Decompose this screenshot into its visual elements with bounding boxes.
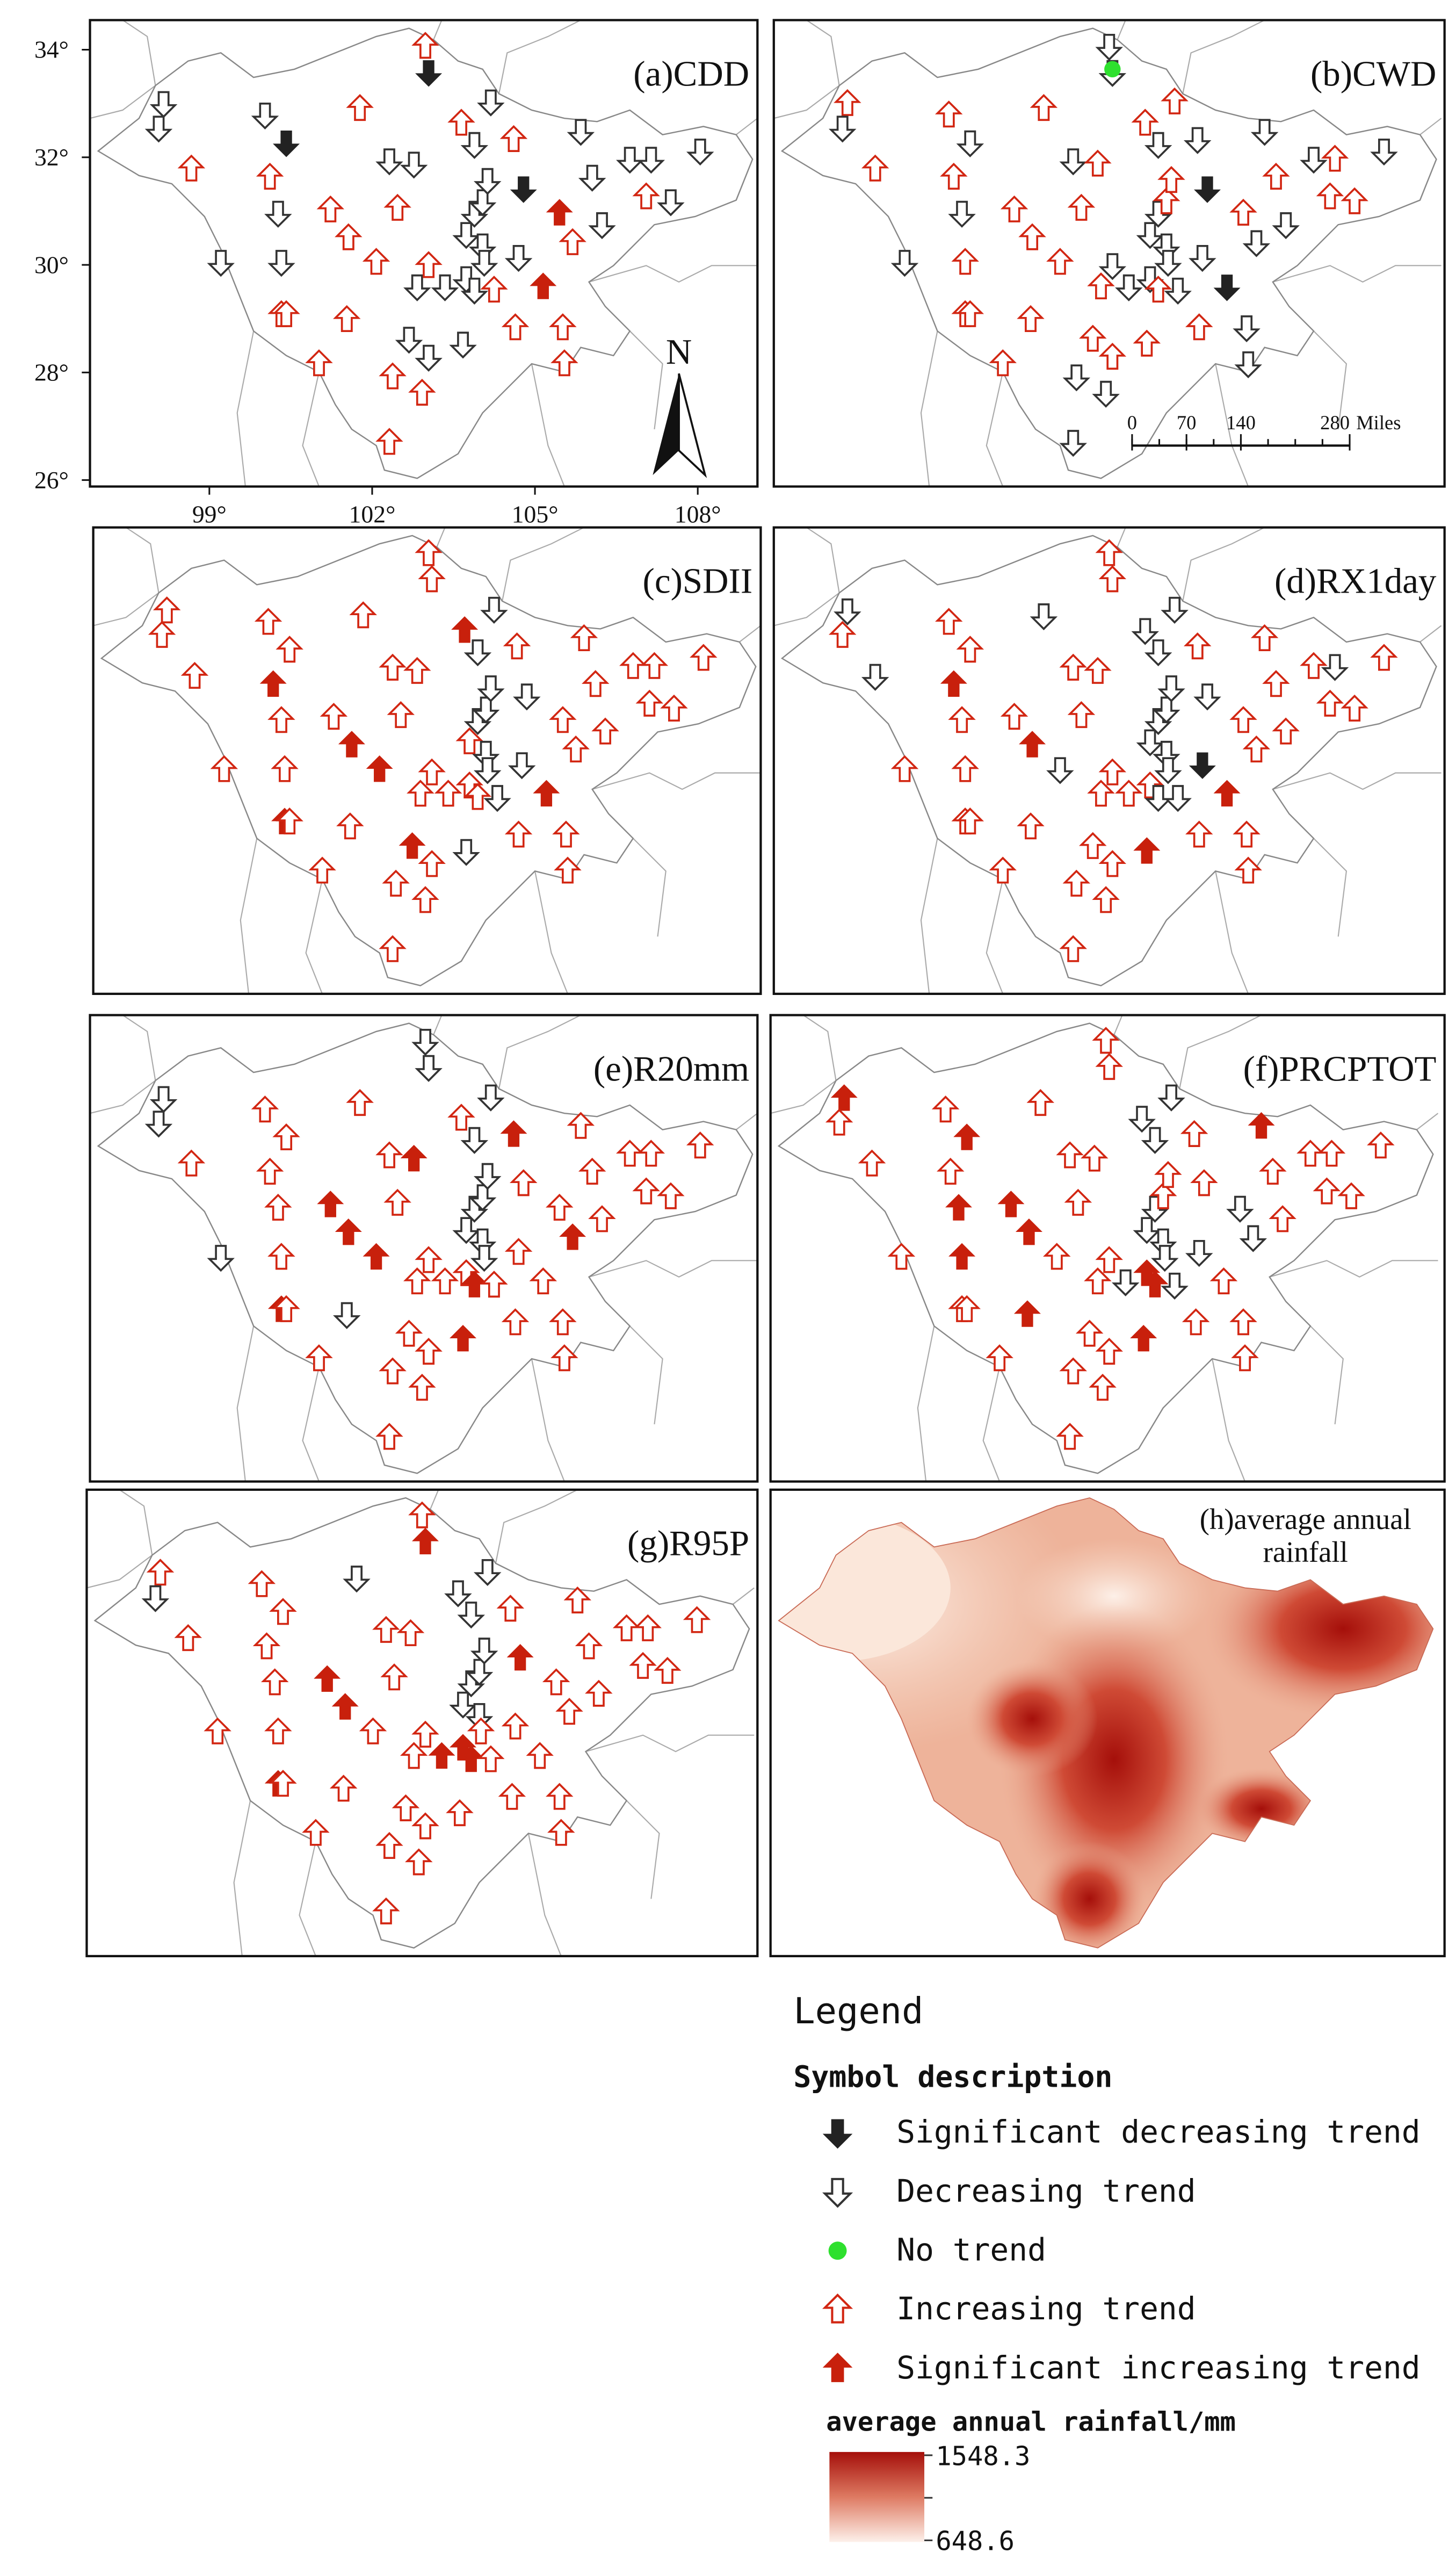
rainfall-low [778,1514,951,1662]
legend-symbol [824,2353,851,2382]
panel-label: (c)SDII [643,561,753,601]
legend-label: Significant decreasing trend [896,2114,1420,2150]
colorbar-label: 648.6 [936,2527,1015,2557]
panel-label: (e)R20mm [593,1049,749,1088]
scale-label: 0 [1127,412,1137,434]
panel-frame [769,1014,1446,1483]
scale-label: 280 [1320,412,1350,434]
panel-frame [89,1014,759,1483]
y-tick-label: 34° [34,36,69,63]
panel-label: (f)PRCPTOT [1243,1049,1437,1088]
panel-label: (g)R95P [627,1524,749,1563]
map-panel: (e)R20mm [89,1014,759,1483]
map-panel: (c)SDII [92,526,762,995]
province-outline [97,27,754,479]
panel-frame [769,1488,1446,1958]
x-tick-label: 102° [349,501,396,528]
province-outline [778,1022,1434,1474]
panel-frame [92,526,762,995]
map-panel: (d)RX1day [772,526,1446,995]
y-tick-label: 30° [34,251,69,278]
panel-label: (b)CWD [1310,54,1436,93]
panel-frame [89,19,759,488]
x-tick-label: 108° [675,501,721,528]
scale-label: 70 [1177,412,1197,434]
panel-label: rainfall [1263,1535,1348,1568]
legend-label: No trend [896,2232,1046,2268]
legend-label: Increasing trend [896,2290,1196,2327]
panels: (a)CDD (b)CWD (c)SDII (d)RX1day (e)R20mm (f)P… [85,19,1446,1958]
map-panel: (a)CDD [89,19,759,488]
province-outline [781,535,1437,987]
panel-frame [85,1488,759,1958]
legend-symbol [828,2241,847,2260]
y-tick-label: 32° [34,143,69,171]
rainfall-high [1196,1768,1327,1850]
colorbar [829,2451,925,2542]
legend: Legend Symbol description average annual… [793,1990,1420,2557]
panel-label: (h)average annual [1200,1503,1411,1535]
panel-frame [772,19,1446,488]
scale-unit: Miles [1356,412,1401,434]
rainfall-high [967,1661,1098,1776]
legend-title: Legend [793,1990,923,2032]
colorbar-label: 1548.3 [936,2441,1030,2471]
province-outline [100,535,757,987]
legend-symbol [825,2295,850,2323]
y-tick-label: 28° [34,359,69,386]
colorbar-title: average annual rainfall/mm [826,2407,1236,2437]
province-outline [94,1497,750,1949]
x-tick-label: 99° [192,501,227,528]
legend-label: Decreasing trend [896,2173,1196,2209]
scale-label: 140 [1226,412,1256,434]
north-arrow-right [678,373,707,478]
province-outline [97,1022,754,1474]
legend-subtitle: Symbol description [793,2060,1112,2094]
north-label: N [666,332,692,372]
north-arrow-left [653,373,679,475]
station-symbol [1104,61,1121,78]
panel-label: (a)CDD [633,54,749,93]
legend-symbol [825,2179,850,2207]
rainfall-high [1032,1841,1147,1948]
map-panel: (f)PRCPTOT [769,1014,1446,1483]
x-tick-label: 105° [512,501,559,528]
y-tick-label: 26° [34,466,69,494]
legend-symbol [824,2119,851,2148]
panel-frame [772,526,1446,995]
map-panel: (b)CWD [772,19,1446,488]
map-panel: (g)R95P [85,1488,759,1958]
legend-label: Significant increasing trend [896,2349,1420,2386]
panel-label: (d)RX1day [1274,561,1437,601]
